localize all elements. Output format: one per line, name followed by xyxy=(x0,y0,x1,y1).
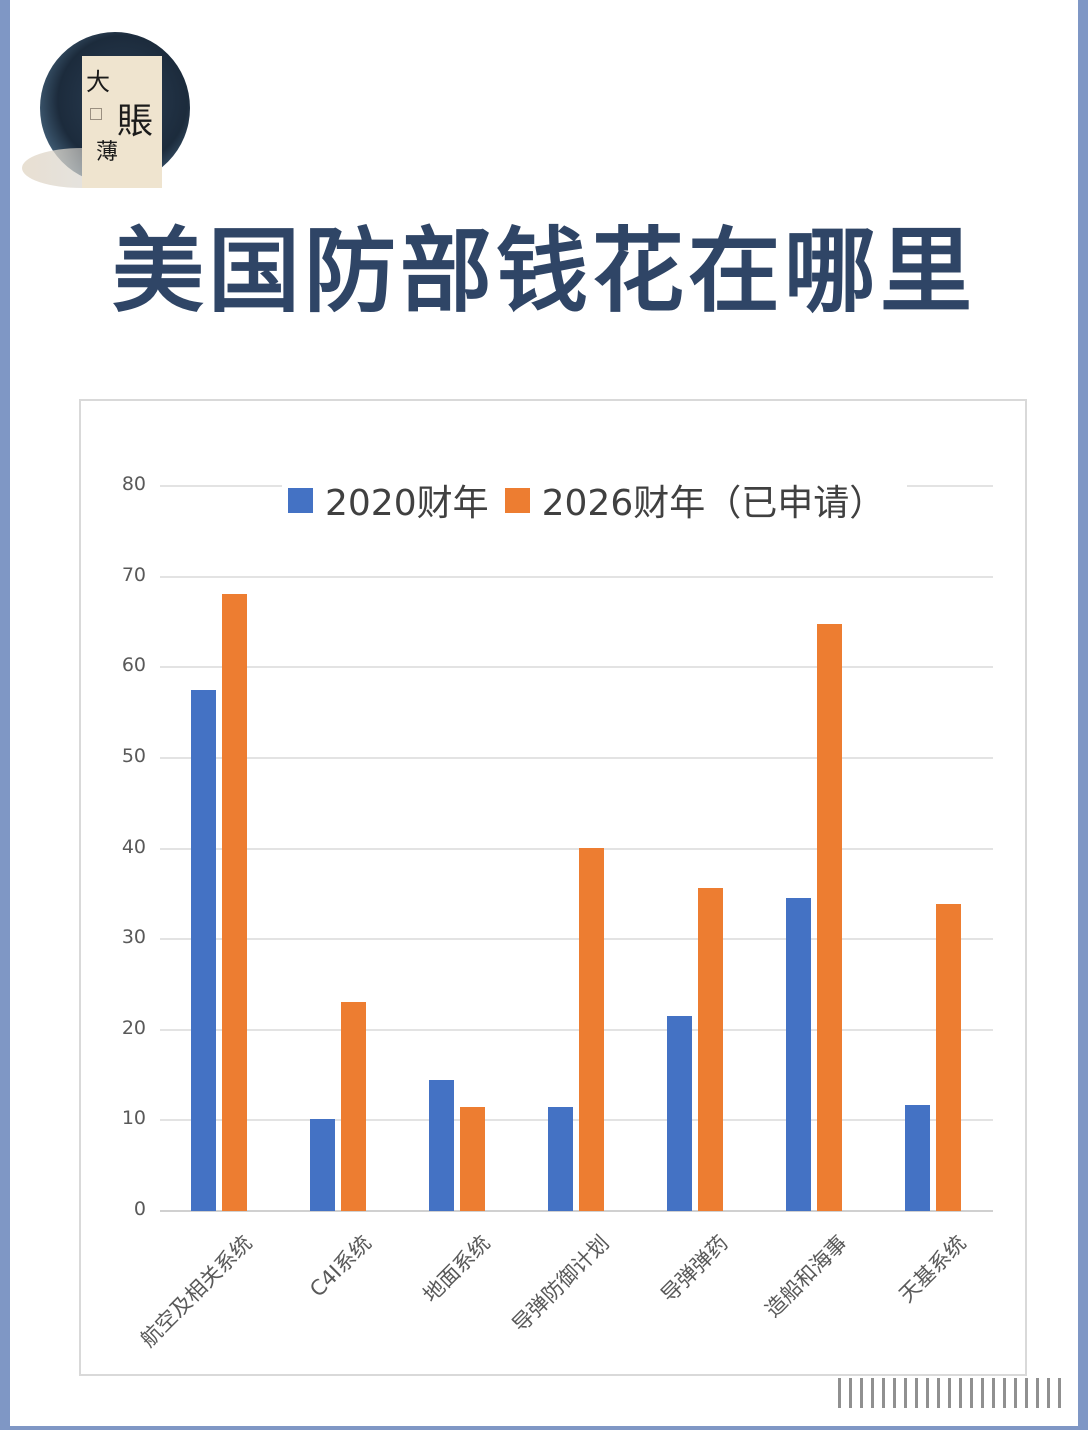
y-tick-label: 0 xyxy=(133,1198,146,1220)
gridline xyxy=(160,938,993,941)
logo: 大 賬 薄 xyxy=(22,30,192,190)
bar-2020 xyxy=(191,690,216,1211)
bar-2026 xyxy=(222,594,247,1211)
bar-2026 xyxy=(460,1106,485,1211)
bar-2020 xyxy=(429,1079,454,1211)
logo-paper-card xyxy=(82,56,162,188)
bar-2020 xyxy=(667,1016,692,1211)
y-tick-label: 60 xyxy=(121,654,146,677)
gridline xyxy=(160,666,993,669)
bar-2020 xyxy=(548,1106,573,1211)
logo-char: 大 xyxy=(86,68,110,96)
y-tick-label: 30 xyxy=(121,926,146,949)
y-tick-label: 70 xyxy=(121,563,146,586)
logo-seal-icon xyxy=(90,108,102,120)
page-title: 美国防部钱花在哪里 xyxy=(111,218,976,325)
bar-2020 xyxy=(905,1104,930,1211)
y-tick-label: 50 xyxy=(121,745,146,767)
legend-label-2026: 2026财年（已申请） xyxy=(541,483,886,524)
logo-char: 薄 xyxy=(96,140,119,165)
y-tick-label: 80 xyxy=(121,473,146,496)
bar-2020 xyxy=(310,1118,335,1211)
bar-2026 xyxy=(698,888,723,1211)
bar-2020 xyxy=(786,898,811,1211)
bar-2026 xyxy=(579,847,604,1211)
gridline xyxy=(160,757,993,759)
gridline xyxy=(160,1119,993,1122)
legend-label-2020: 2020财年 xyxy=(325,483,489,524)
legend-swatch-2020 xyxy=(288,487,313,513)
y-tick-label: 10 xyxy=(121,1107,146,1130)
gridline xyxy=(160,575,993,578)
chart-legend: 2020财年 2026财年（已申请） xyxy=(282,474,908,526)
gridline xyxy=(160,847,993,850)
frame-border-right xyxy=(1078,0,1088,1430)
frame-border-left xyxy=(0,0,10,1430)
legend-swatch-2026 xyxy=(504,487,530,513)
watermark-garbled xyxy=(838,1378,1068,1408)
x-axis-line xyxy=(160,1210,993,1212)
frame-border-bottom xyxy=(0,1426,1088,1430)
bar-2026 xyxy=(817,623,842,1211)
y-tick-label: 40 xyxy=(121,835,146,858)
bar-2026 xyxy=(936,903,961,1211)
logo-char: 賬 xyxy=(117,101,154,142)
gridline xyxy=(160,1028,993,1031)
bar-2026 xyxy=(341,1001,366,1211)
y-tick-label: 20 xyxy=(121,1016,146,1039)
